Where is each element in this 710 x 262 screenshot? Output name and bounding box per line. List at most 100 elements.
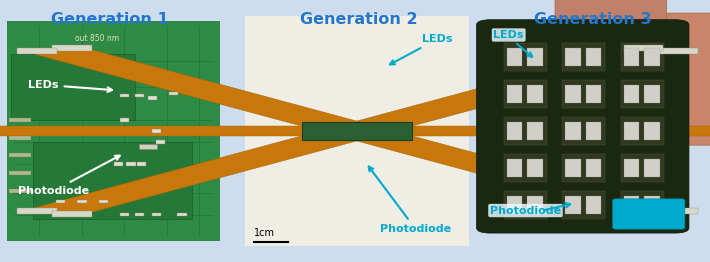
Bar: [169, 92, 178, 95]
Bar: [114, 162, 123, 166]
Bar: [586, 195, 601, 214]
Bar: [178, 213, 187, 216]
Bar: [624, 211, 663, 217]
Bar: [148, 96, 157, 100]
Bar: [645, 85, 660, 103]
Bar: [624, 122, 639, 140]
Polygon shape: [356, 126, 710, 136]
Bar: [528, 159, 542, 177]
Bar: [245, 16, 469, 246]
Bar: [507, 195, 522, 214]
Bar: [11, 54, 135, 120]
Bar: [565, 195, 581, 214]
Bar: [139, 144, 157, 149]
Bar: [17, 48, 57, 54]
Bar: [503, 191, 547, 219]
Bar: [645, 159, 660, 177]
Bar: [528, 122, 542, 140]
FancyBboxPatch shape: [613, 199, 685, 229]
Bar: [9, 171, 31, 175]
Bar: [503, 80, 547, 108]
Bar: [9, 136, 31, 140]
Bar: [528, 195, 542, 214]
Bar: [621, 154, 664, 182]
Bar: [135, 94, 144, 97]
Bar: [53, 45, 92, 51]
Bar: [33, 142, 192, 219]
Bar: [99, 200, 108, 203]
Bar: [645, 195, 660, 214]
Bar: [562, 191, 606, 219]
Bar: [9, 118, 31, 122]
Bar: [120, 118, 129, 122]
Bar: [624, 45, 663, 51]
Bar: [565, 85, 581, 103]
FancyBboxPatch shape: [635, 13, 710, 145]
Bar: [621, 117, 664, 145]
Polygon shape: [329, 129, 688, 215]
Bar: [586, 159, 601, 177]
Bar: [503, 43, 547, 71]
Bar: [56, 200, 65, 203]
Bar: [624, 48, 639, 67]
Bar: [565, 122, 581, 140]
Bar: [621, 80, 664, 108]
Bar: [565, 159, 581, 177]
Text: out 850 nm: out 850 nm: [75, 34, 119, 43]
Bar: [562, 154, 606, 182]
Bar: [9, 154, 31, 157]
Bar: [120, 94, 129, 97]
Bar: [152, 213, 161, 216]
Polygon shape: [0, 126, 356, 136]
Bar: [53, 211, 92, 217]
Bar: [152, 129, 161, 133]
Bar: [645, 122, 660, 140]
Bar: [77, 200, 87, 203]
Bar: [302, 123, 412, 139]
Bar: [156, 140, 165, 144]
Bar: [621, 191, 664, 219]
Bar: [528, 48, 542, 67]
Bar: [137, 162, 146, 166]
Bar: [503, 117, 547, 145]
Bar: [624, 85, 639, 103]
Text: Generation 1: Generation 1: [51, 12, 169, 27]
Bar: [659, 208, 699, 214]
Text: Photodiode: Photodiode: [490, 205, 561, 216]
Bar: [624, 159, 639, 177]
Bar: [565, 48, 581, 67]
Bar: [528, 85, 542, 103]
Polygon shape: [26, 47, 385, 134]
Text: Photodiode: Photodiode: [18, 156, 120, 196]
Bar: [562, 117, 606, 145]
Text: Generation 2: Generation 2: [300, 12, 417, 27]
Bar: [586, 48, 601, 67]
FancyBboxPatch shape: [476, 20, 689, 233]
Text: 1cm: 1cm: [254, 228, 275, 238]
Bar: [507, 122, 522, 140]
Bar: [645, 48, 660, 67]
Bar: [507, 159, 522, 177]
Text: Generation 3: Generation 3: [534, 12, 652, 27]
Text: LEDs: LEDs: [28, 80, 112, 92]
Bar: [7, 21, 220, 241]
Bar: [135, 213, 144, 216]
Text: LEDs: LEDs: [493, 30, 524, 40]
Text: Photodiode: Photodiode: [368, 167, 451, 234]
Bar: [503, 154, 547, 182]
Bar: [9, 189, 31, 193]
Bar: [586, 122, 601, 140]
Text: LEDs: LEDs: [390, 34, 453, 64]
Polygon shape: [26, 129, 385, 215]
Bar: [562, 43, 606, 71]
Bar: [659, 48, 699, 54]
Bar: [17, 208, 57, 214]
Bar: [120, 213, 129, 216]
Bar: [586, 85, 601, 103]
Bar: [621, 43, 664, 71]
Bar: [624, 195, 639, 214]
Polygon shape: [329, 47, 688, 134]
Bar: [507, 85, 522, 103]
Bar: [562, 80, 606, 108]
Bar: [507, 48, 522, 67]
